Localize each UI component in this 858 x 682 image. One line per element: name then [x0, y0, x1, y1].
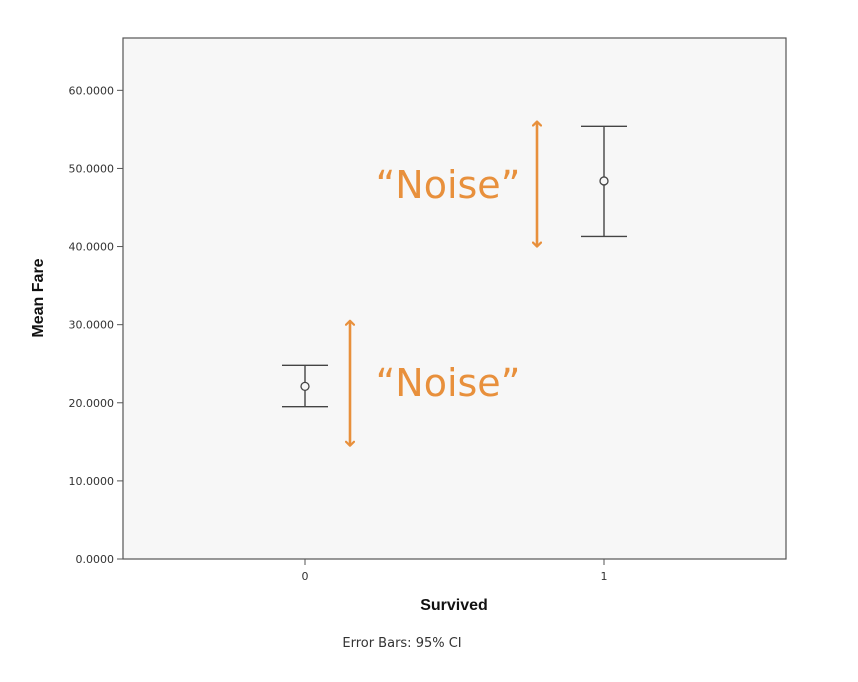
plot-area [122, 37, 787, 560]
error-bars-footnote: Error Bars: 95% CI [342, 636, 461, 651]
error-bars [282, 125, 627, 408]
x-axis-title: Survived [420, 597, 488, 614]
y-tick-label-2: 20.0000 [69, 397, 115, 410]
noise-label-1: “Noise” [376, 361, 521, 405]
x-tick-label-0: 0 [302, 570, 309, 583]
y-tick-label-6: 60.0000 [69, 84, 115, 97]
mean-point-0 [300, 381, 310, 392]
y-tick-label-0: 0.0000 [76, 553, 115, 566]
annotations: “Noise” “Noise” [350, 122, 537, 446]
y-tick-label-3: 30.0000 [69, 319, 115, 332]
y-tick-label-1: 10.0000 [69, 475, 115, 488]
y-tick-label-5: 50.0000 [69, 162, 115, 175]
y-axis-title: Mean Fare [30, 258, 47, 337]
noise-label-0: “Noise” [376, 163, 521, 207]
y-tick-label-4: 40.0000 [69, 241, 115, 254]
x-tick-label-1: 1 [601, 570, 608, 583]
y-axis: 0.0000 10.0000 20.0000 30.0000 40.0000 50.000… [69, 84, 123, 566]
mean-point-1 [599, 176, 609, 186]
